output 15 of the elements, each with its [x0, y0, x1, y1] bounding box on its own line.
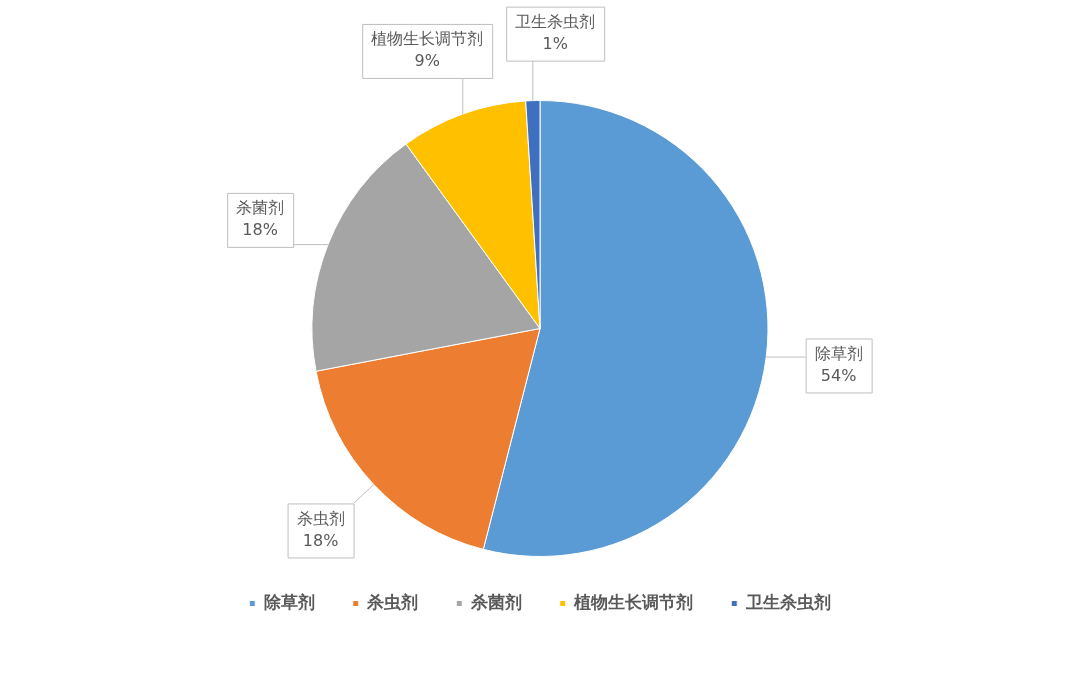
legend-label: 除草剂: [263, 591, 315, 612]
legend-label: 杀虫剂: [366, 591, 419, 612]
data-label: 1%: [542, 33, 568, 53]
slice-label: 卫生杀虫剂: [515, 11, 596, 31]
data-label: 54%: [820, 365, 857, 385]
legend-label: 杀菌剂: [469, 591, 522, 612]
data-label: 18%: [242, 220, 278, 240]
slice-label: 杀虫剂: [296, 508, 345, 528]
slice-label: 植物生长调节剂: [371, 29, 484, 49]
legend-label: 卫生杀虫剂: [744, 591, 831, 612]
data-label: 9%: [414, 51, 440, 71]
data-label: 18%: [302, 530, 339, 550]
legend-label: 植物生长调节剂: [573, 591, 694, 612]
slice-label: 除草剂: [814, 343, 863, 363]
slice-label: 杀菌剂: [236, 198, 285, 218]
